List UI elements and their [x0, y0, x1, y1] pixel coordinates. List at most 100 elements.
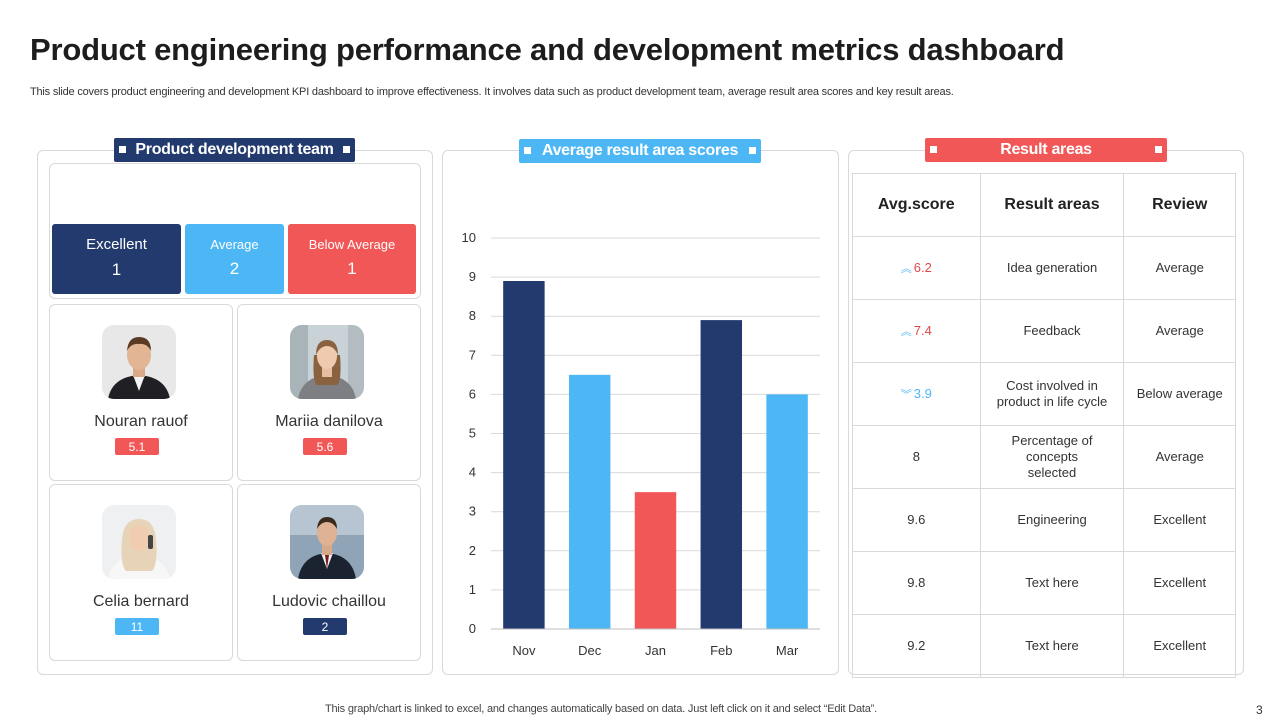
table-row: ︾ 3.9 Cost involved in product in life cy… [852, 362, 1236, 426]
team-panel-tag-label: Product development team [135, 141, 334, 158]
table-row: 9.6 Engineering Excellent [852, 488, 1236, 552]
area-cell: Text here [979, 551, 1125, 615]
member-card: Mariia danilova 5.6 [237, 304, 421, 481]
chevron-down-icon: ︾ [900, 388, 912, 401]
page-title: Product engineering performance and deve… [30, 32, 1065, 67]
avatar [290, 505, 364, 579]
average-scores-bar-chart: 0 1 2 3 4 5 6 7 8 9 10 Nov Dec Jan Feb Mar [462, 230, 820, 658]
score-cell: 9.6 [852, 488, 981, 552]
score-value: 3.9 [913, 385, 932, 401]
score-cell: ︽ 7.4 [852, 299, 981, 363]
avatar [290, 325, 364, 399]
result-areas-table: Avg.score Result areas Review ︽ 6.2 Idea … [852, 173, 1236, 678]
score-cell: ︾ 3.9 [852, 362, 981, 426]
bar-nov [503, 281, 545, 629]
x-tick-label: Dec [578, 643, 602, 658]
table-row: 9.8 Text here Excellent [852, 551, 1236, 615]
x-tick-label: Jan [645, 643, 666, 658]
table-header-row: Avg.score Result areas Review [852, 173, 1236, 237]
tag-square-icon [524, 147, 531, 154]
review-cell: Excellent [1123, 551, 1236, 615]
area-text: Cost involved in product in life cycle [996, 378, 1108, 409]
page-number: 3 [1256, 703, 1263, 717]
member-score-badge: 2 [303, 618, 347, 635]
member-card: Nouran rauof 5.1 [49, 304, 233, 481]
chart-panel-tag-label: Average result area scores [541, 142, 739, 159]
column-header: Avg.score [852, 173, 981, 237]
page-subtitle: This slide covers product engineering an… [30, 86, 954, 98]
table-row: 9.2 Text here Excellent [852, 614, 1236, 678]
y-tick-label: 7 [469, 347, 476, 362]
member-name: Mariia danilova [275, 413, 383, 430]
bar-dec [568, 374, 611, 629]
score-cell: 9.2 [852, 614, 981, 678]
member-score-badge: 11 [115, 618, 159, 635]
bar-jan [634, 492, 677, 629]
avatar [102, 505, 176, 579]
team-panel-tag: Product development team [114, 138, 355, 162]
table-row: ︽ 6.2 Idea generation Average [852, 236, 1236, 300]
result-panel-tag: Result areas [925, 138, 1167, 162]
tag-square-icon [1155, 146, 1162, 153]
review-cell: Average [1123, 299, 1236, 363]
tag-square-icon [343, 146, 350, 153]
stat-below-average: Below Average 1 [288, 224, 416, 294]
chart-panel-tag: Average result area scores [519, 139, 761, 163]
y-tick-label: 4 [469, 465, 476, 480]
area-text: Percentage of concepts selected [1011, 433, 1093, 480]
chevron-up-icon: ︽ [900, 262, 912, 275]
stat-value: 1 [111, 260, 122, 279]
area-cell: Cost involved in product in life cycle [979, 362, 1125, 426]
table-row: 8 Percentage of concepts selected Averag… [852, 425, 1236, 489]
table-row: ︽ 7.4 Feedback Average [852, 299, 1236, 363]
area-cell: Engineering [979, 488, 1125, 552]
member-card: Ludovic chaillou 2 [237, 484, 421, 661]
footer-note: This graph/chart is linked to excel, and… [325, 703, 877, 715]
y-tick-label: 5 [469, 426, 476, 441]
member-name: Ludovic chaillou [272, 593, 386, 610]
stat-average: Average 2 [185, 224, 284, 294]
stat-value: 2 [229, 259, 240, 278]
member-name: Celia bernard [92, 593, 190, 610]
y-tick-label: 1 [469, 582, 476, 597]
stat-excellent: Excellent 1 [52, 224, 181, 294]
y-tick-label: 2 [469, 543, 476, 558]
team-summary-box [49, 163, 421, 299]
area-cell: Percentage of concepts selected [979, 425, 1125, 489]
review-cell: Average [1123, 425, 1236, 489]
score-value: 6.2 [913, 259, 932, 275]
review-cell: Below average [1123, 362, 1236, 426]
score-cell: ︽ 6.2 [852, 236, 981, 300]
chevron-up-icon: ︽ [900, 325, 912, 338]
x-tick-label: Nov [512, 643, 536, 658]
area-cell: Idea generation [979, 236, 1125, 300]
stat-label: Excellent [86, 236, 147, 253]
tag-square-icon [930, 146, 937, 153]
avatar [102, 325, 176, 399]
tag-square-icon [119, 146, 126, 153]
y-tick-label: 8 [469, 308, 476, 323]
score-cell: 9.8 [852, 551, 981, 615]
y-tick-label: 3 [469, 504, 476, 519]
y-tick-label: 0 [469, 621, 476, 636]
y-tick-label: 6 [469, 386, 476, 401]
area-cell: Text here [979, 614, 1125, 678]
y-tick-label: 9 [469, 269, 476, 284]
area-cell: Feedback [979, 299, 1125, 363]
bar-mar [766, 394, 808, 629]
x-tick-label: Feb [710, 643, 732, 658]
tag-square-icon [749, 147, 756, 154]
y-tick-label: 10 [462, 230, 476, 245]
member-name: Nouran rauof [94, 413, 188, 430]
member-score-badge: 5.1 [115, 438, 159, 455]
stat-value: 1 [347, 259, 357, 278]
result-panel-tag-label: Result areas [1000, 141, 1092, 158]
member-score-badge: 5.6 [303, 438, 347, 455]
review-cell: Excellent [1123, 488, 1236, 552]
x-tick-label: Mar [776, 643, 799, 658]
column-header: Review [1123, 173, 1236, 237]
score-cell: 8 [852, 425, 981, 489]
column-header: Result areas [979, 173, 1125, 237]
stat-label: Average [210, 237, 259, 252]
review-cell: Average [1123, 236, 1236, 300]
